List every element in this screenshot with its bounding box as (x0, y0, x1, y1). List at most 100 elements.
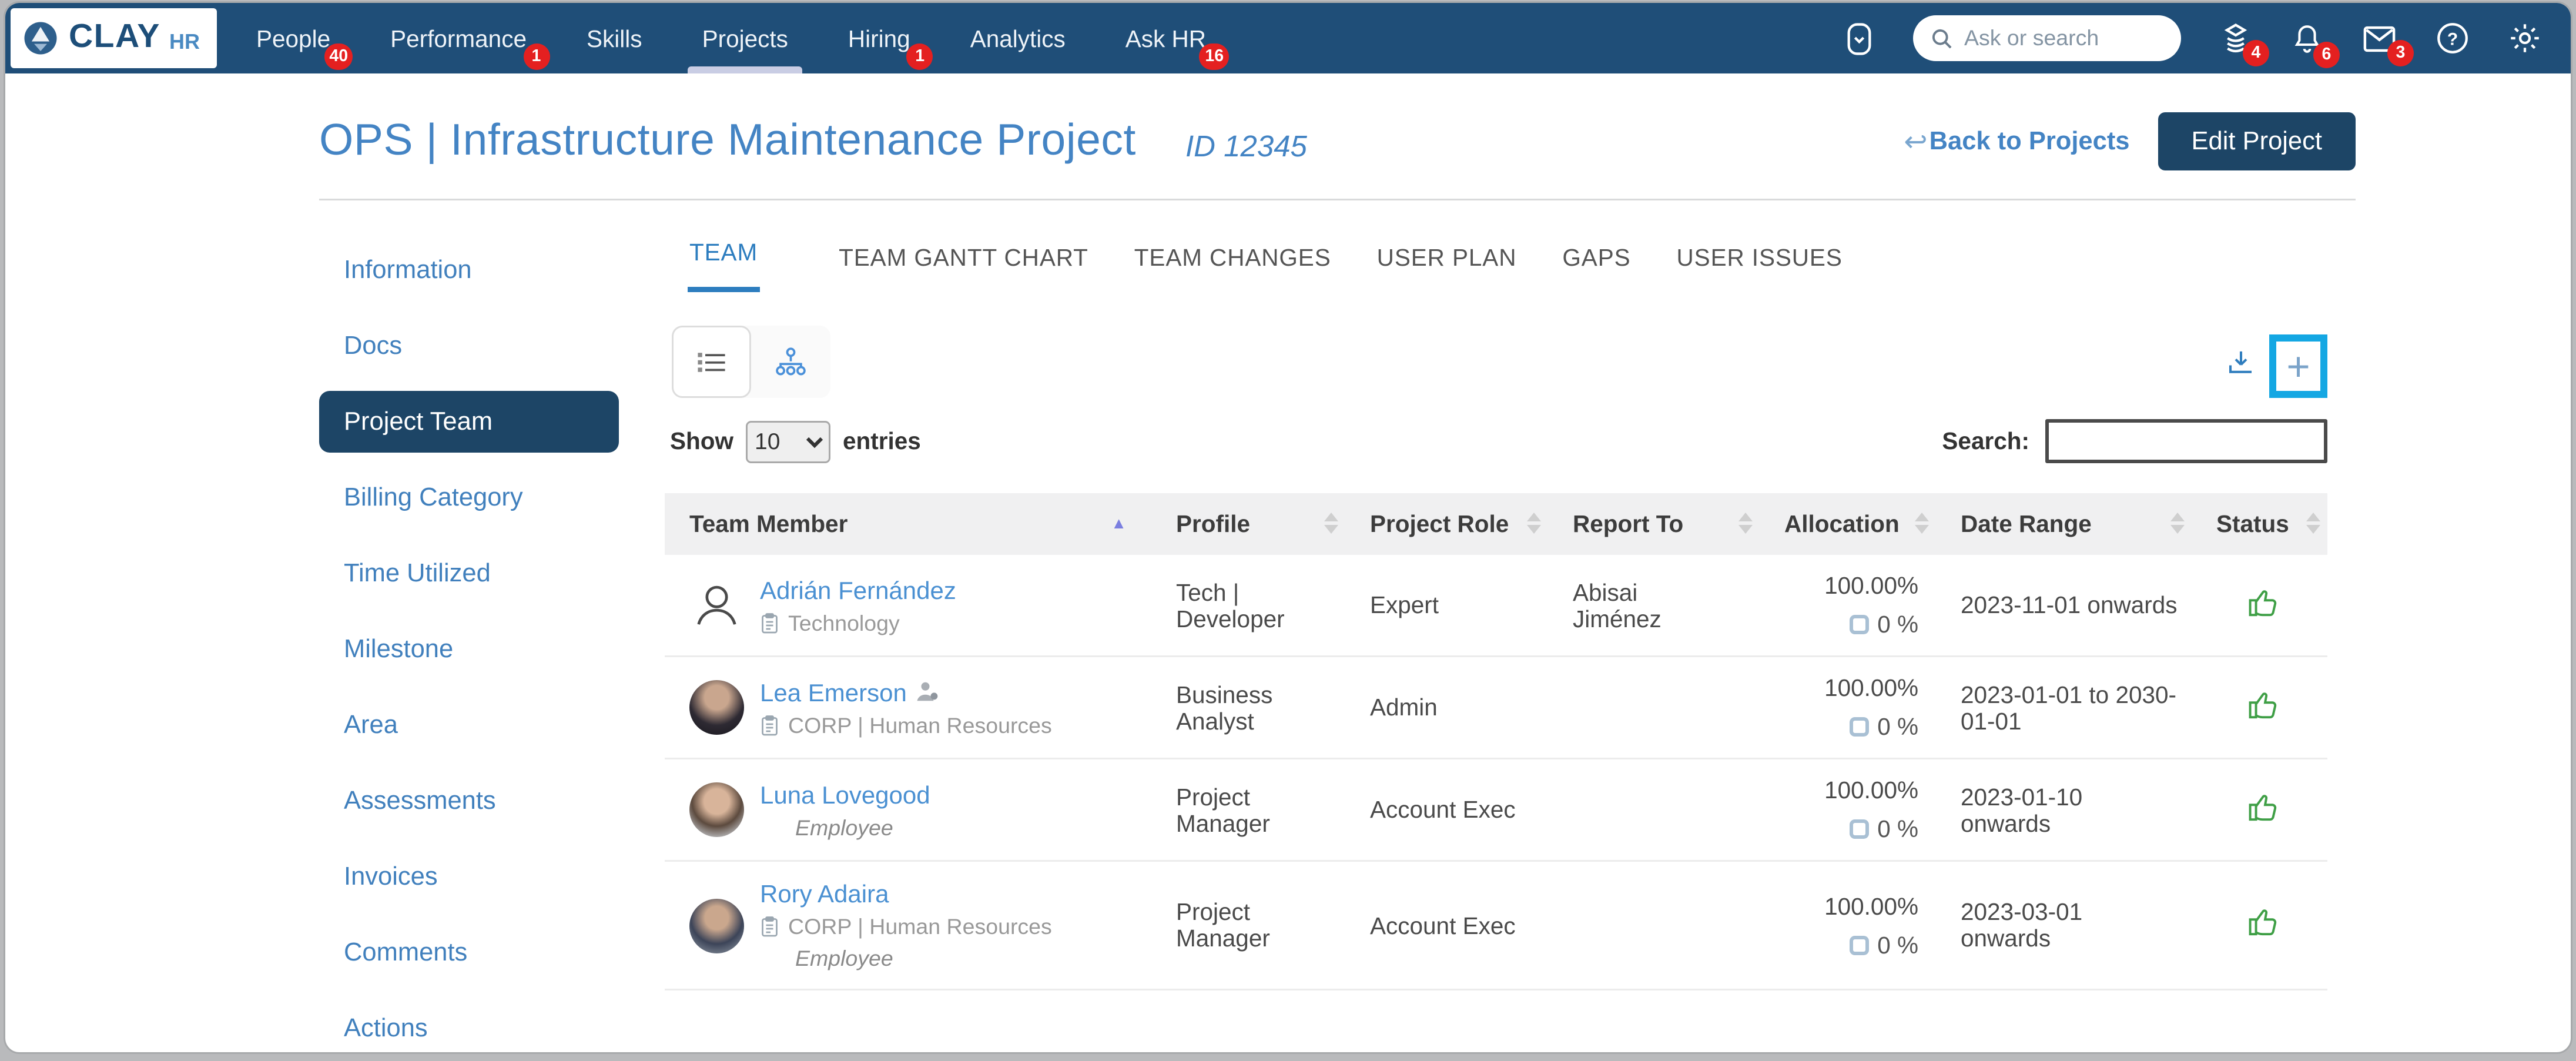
edit-project-button[interactable]: Edit Project (2158, 112, 2356, 170)
team-members-table: Team Member ▲ Profile Project Role R (665, 493, 2327, 990)
header-divider (319, 199, 2356, 200)
sidebar-item-project-team[interactable]: Project Team (319, 391, 619, 453)
column-header-allocation[interactable]: Allocation (1760, 493, 1936, 555)
tab-team-gantt-chart[interactable]: TEAM GANTT CHART (839, 245, 1088, 271)
add-team-member-button[interactable]: + (2276, 342, 2320, 391)
clayhr-logo[interactable]: CLAY HR (11, 8, 217, 68)
avatar (689, 782, 744, 837)
sidebar-item-milestone[interactable]: Milestone (344, 635, 454, 664)
back-to-projects-link[interactable]: ↩ Back to Projects (1904, 124, 2129, 159)
nav-item-askhr[interactable]: Ask HR 16 (1125, 3, 1230, 73)
project-role-value: Account Exec (1370, 912, 1516, 939)
entries-label: entries (843, 428, 921, 454)
top-navbar: CLAY HR People 40 Performance 1 Skills P… (5, 3, 2571, 73)
tab-gaps[interactable]: GAPS (1562, 245, 1631, 271)
column-header-team-member[interactable]: Team Member ▲ (665, 493, 1151, 555)
nav-label: Hiring (847, 25, 910, 52)
clayhr-globe-icon (24, 22, 57, 55)
allocation-secondary: 0 % (1784, 611, 1918, 638)
thumbs-up-status-icon[interactable] (2246, 789, 2283, 826)
svg-text:?: ? (2447, 29, 2458, 49)
sort-icon (1324, 513, 1338, 534)
avatar (689, 578, 744, 632)
allocation-value: 100.00% (1824, 892, 1918, 919)
team-tabs: TEAM TEAM GANTT CHART TEAM CHANGES USER … (665, 225, 2327, 292)
tab-user-issues[interactable]: USER ISSUES (1676, 245, 1843, 271)
tab-user-plan[interactable]: USER PLAN (1376, 245, 1517, 271)
thumbs-up-status-icon[interactable] (2246, 904, 2283, 941)
nav-label: People (256, 25, 331, 52)
table-search-input[interactable] (2045, 419, 2327, 463)
allocation-secondary: 0 % (1784, 816, 1918, 842)
back-arrow-icon: ↩ (1904, 127, 1928, 158)
page-size-select[interactable]: 10 (746, 420, 830, 463)
thumbs-up-status-icon[interactable] (2246, 584, 2283, 621)
sidebar-item-information[interactable]: Information (344, 256, 472, 285)
main-nav: People 40 Performance 1 Skills Projects … (256, 3, 1230, 73)
sidebar-item-comments[interactable]: Comments (344, 938, 468, 967)
list-view-tab[interactable] (672, 326, 751, 398)
header-actions: ↩ Back to Projects Edit Project (1904, 112, 2356, 170)
allocation-loop-icon (1849, 819, 1869, 839)
project-role-value: Admin (1370, 694, 1438, 721)
sidebar-item-invoices[interactable]: Invoices (344, 862, 438, 891)
table-row: Rory Adaira CORP | Human Resources E (665, 861, 2327, 990)
messages-icon[interactable]: 3 (2361, 22, 2414, 66)
sidebar-item-actions[interactable]: Actions (344, 1014, 428, 1043)
help-icon[interactable]: ? (2435, 21, 2470, 56)
global-search-input[interactable] (1964, 26, 2158, 51)
nav-label: Projects (702, 25, 788, 52)
column-header-profile[interactable]: Profile (1151, 493, 1345, 555)
allocation-value: 100.00% (1824, 777, 1918, 804)
askhr-badge: 16 (1200, 43, 1230, 70)
search-icon (1932, 28, 1952, 48)
member-name-link[interactable]: Lea Emerson (760, 678, 1052, 706)
show-label: Show (670, 428, 733, 454)
sort-icon (1915, 513, 1929, 534)
org-chart-view-tab[interactable] (751, 326, 830, 398)
nav-label: Analytics (970, 25, 1066, 52)
sort-ascending-icon: ▲ (1111, 514, 1127, 532)
logo-suffix: HR (169, 29, 200, 54)
profile-value: Project Manager (1176, 783, 1270, 836)
modules-icon[interactable]: 4 (2218, 21, 2269, 66)
checkin-icon[interactable] (1843, 20, 1876, 57)
team-panel: TEAM TEAM GANTT CHART TEAM CHANGES USER … (665, 200, 2327, 990)
thumbs-up-status-icon[interactable] (2246, 687, 2283, 724)
table-controls: Show 10 entries Search: (665, 419, 2327, 463)
settings-gear-icon[interactable] (2507, 21, 2542, 56)
member-name-link[interactable]: Adrián Fernández (760, 575, 956, 604)
member-org: CORP | Human Resources (760, 915, 1052, 939)
column-header-status[interactable]: Status (2192, 493, 2327, 555)
tab-team-changes[interactable]: TEAM CHANGES (1134, 245, 1331, 271)
clipboard-icon (762, 612, 778, 632)
sidebar-item-billing-category[interactable]: Billing Category (344, 483, 523, 512)
column-header-date-range[interactable]: Date Range (1936, 493, 2192, 555)
back-link-label: Back to Projects (1929, 127, 2130, 156)
notifications-bell-icon[interactable]: 6 (2290, 20, 2340, 68)
nav-item-analytics[interactable]: Analytics (970, 3, 1066, 73)
column-header-report-to[interactable]: Report To (1548, 493, 1760, 555)
sidebar-item-time-utilized[interactable]: Time Utilized (344, 559, 491, 588)
team-lead-icon (917, 682, 939, 701)
sidebar-item-area[interactable]: Area (344, 711, 398, 739)
nav-label: Skills (587, 25, 642, 52)
nav-item-skills[interactable]: Skills (587, 3, 642, 73)
nav-item-projects[interactable]: Projects (688, 3, 802, 73)
member-name-link[interactable]: Rory Adaira (760, 879, 889, 908)
nav-item-performance[interactable]: Performance 1 (390, 3, 550, 73)
sidebar-item-assessments[interactable]: Assessments (344, 786, 496, 815)
column-header-project-role[interactable]: Project Role (1345, 493, 1548, 555)
nav-item-people[interactable]: People 40 (256, 3, 354, 73)
performance-badge: 1 (523, 43, 550, 70)
sidebar-item-docs[interactable]: Docs (344, 332, 403, 360)
download-icon[interactable] (2225, 347, 2257, 379)
nav-item-hiring[interactable]: Hiring 1 (847, 3, 933, 73)
org-chart-view-icon (776, 347, 806, 376)
employee-note: Employee (795, 946, 893, 971)
project-role-value: Account Exec (1370, 796, 1516, 823)
member-name-link[interactable]: Luna Lovegood (760, 779, 930, 808)
tab-team[interactable]: TEAM (688, 225, 760, 292)
allocation-loop-icon (1849, 935, 1869, 955)
global-search[interactable] (1913, 15, 2181, 61)
